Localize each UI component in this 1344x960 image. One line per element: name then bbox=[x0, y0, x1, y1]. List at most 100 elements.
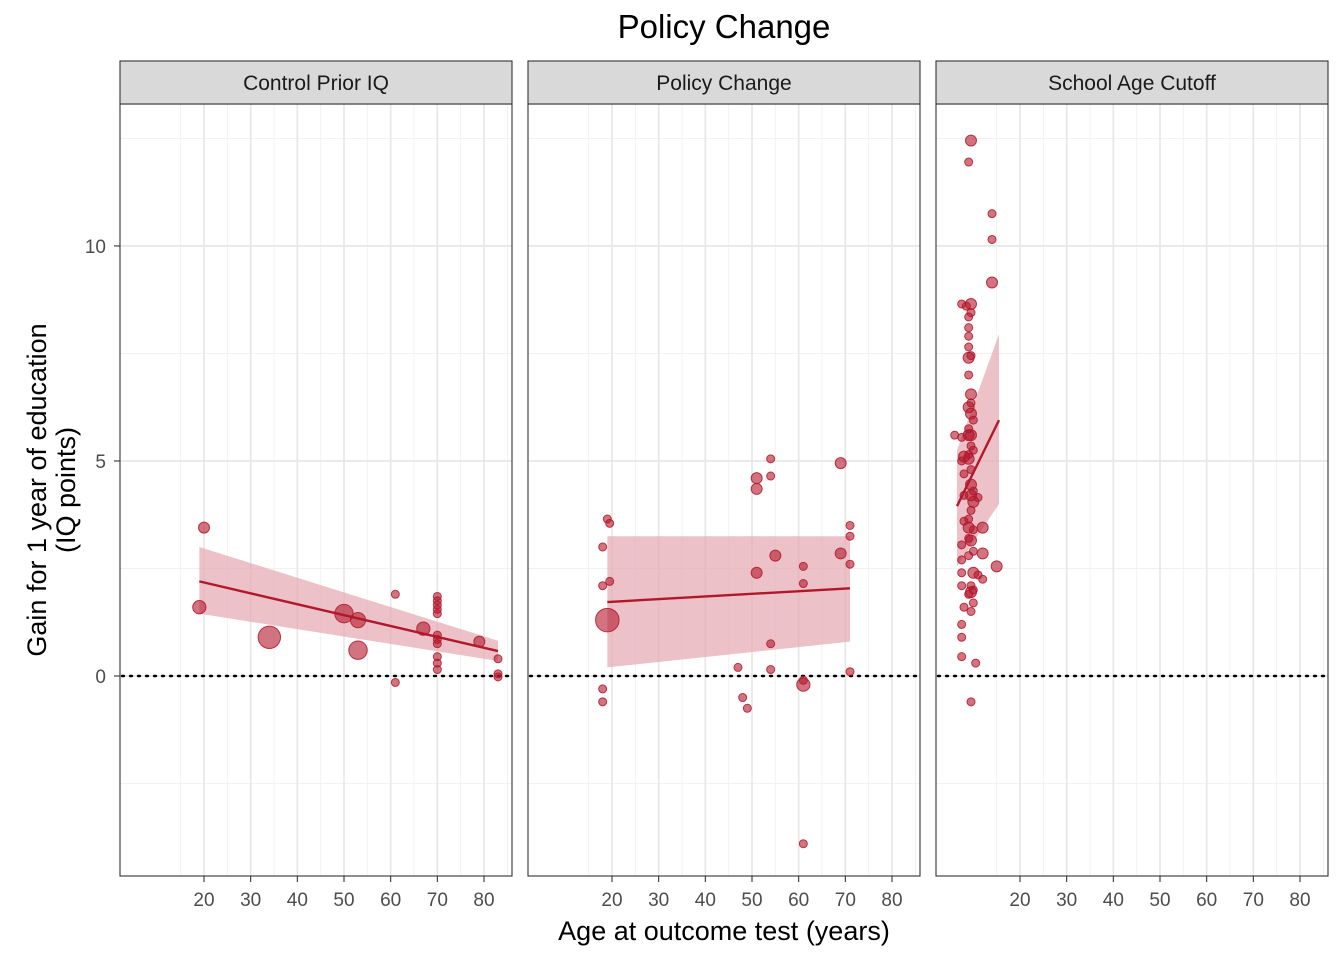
data-point bbox=[769, 549, 782, 562]
data-point bbox=[845, 559, 855, 569]
x-tick-label: 70 bbox=[427, 890, 448, 911]
data-point bbox=[598, 542, 608, 552]
data-point bbox=[987, 234, 997, 244]
data-point bbox=[750, 472, 763, 485]
fit-line bbox=[199, 580, 499, 653]
y-tick-label: 0 bbox=[95, 667, 106, 688]
data-point bbox=[957, 555, 967, 565]
data-point bbox=[965, 388, 977, 401]
data-point bbox=[733, 662, 743, 672]
data-point bbox=[957, 632, 967, 642]
x-tick-label: 20 bbox=[601, 890, 622, 911]
data-point bbox=[976, 547, 989, 560]
panel-background bbox=[528, 104, 920, 876]
data-point bbox=[493, 672, 503, 682]
panel-background bbox=[936, 104, 1328, 876]
x-tick-label: 30 bbox=[648, 890, 669, 911]
data-point bbox=[957, 456, 967, 466]
x-tick-label: 60 bbox=[1196, 890, 1217, 911]
x-tick-label: 40 bbox=[695, 890, 716, 911]
data-point bbox=[192, 600, 207, 615]
data-point bbox=[595, 607, 620, 633]
y-tick-label: 10 bbox=[85, 237, 106, 258]
x-tick-label: 60 bbox=[380, 890, 401, 911]
data-point bbox=[766, 665, 776, 675]
fit-line bbox=[955, 419, 1001, 507]
data-point bbox=[493, 654, 503, 664]
data-point bbox=[971, 658, 981, 668]
data-point bbox=[796, 677, 811, 692]
data-point bbox=[766, 471, 776, 481]
y-axis-title: Gain for 1 year of education (IQ points) bbox=[22, 323, 81, 656]
x-tick-label: 40 bbox=[287, 890, 308, 911]
data-point bbox=[742, 703, 752, 713]
data-point bbox=[964, 323, 974, 333]
x-tick-label: 30 bbox=[1056, 890, 1077, 911]
x-tick-label: 50 bbox=[333, 890, 354, 911]
data-point bbox=[598, 684, 608, 694]
data-point bbox=[738, 693, 748, 703]
data-point bbox=[432, 609, 442, 619]
data-point bbox=[964, 157, 974, 167]
data-point bbox=[959, 469, 969, 479]
data-point bbox=[987, 209, 997, 219]
data-point bbox=[976, 521, 989, 534]
x-tick-label: 40 bbox=[1103, 890, 1124, 911]
data-point bbox=[966, 351, 976, 361]
facet-strip-label: Control Prior IQ bbox=[243, 72, 389, 95]
data-point bbox=[390, 677, 400, 687]
data-point bbox=[965, 534, 977, 547]
data-point bbox=[959, 602, 969, 612]
x-tick-label: 20 bbox=[1009, 890, 1030, 911]
data-point bbox=[605, 576, 615, 586]
data-point bbox=[965, 134, 977, 147]
facet-strip-label: School Age Cutoff bbox=[1048, 72, 1216, 95]
data-point bbox=[390, 589, 400, 599]
panel-background bbox=[120, 104, 512, 876]
facet-panel: School Age Cutoff 20 30 40 50 60 70 80 bbox=[935, 60, 1329, 911]
data-point bbox=[957, 568, 967, 578]
data-point bbox=[964, 551, 974, 561]
facet-panel: Control Prior IQ 20 30 40 50 60 70 80 bbox=[119, 60, 513, 911]
x-tick-label: 50 bbox=[741, 890, 762, 911]
x-tick-label: 80 bbox=[1289, 890, 1310, 911]
data-point bbox=[957, 540, 967, 550]
data-point bbox=[965, 429, 977, 442]
data-point bbox=[964, 312, 974, 322]
facet-panel: Policy Change 20 30 40 50 60 70 80 bbox=[527, 60, 921, 911]
data-point bbox=[968, 525, 978, 535]
confidence-ribbon bbox=[607, 536, 850, 668]
data-point bbox=[966, 505, 976, 515]
data-point bbox=[432, 665, 442, 675]
panels-layer: 0 5 10 Control Prior IQ 20 30 40 50 60 70 80 Policy… bbox=[85, 60, 1329, 911]
data-point bbox=[257, 625, 282, 650]
x-tick-label: 50 bbox=[1149, 890, 1170, 911]
data-point bbox=[598, 581, 608, 591]
y-tick-label: 5 bbox=[95, 452, 106, 473]
data-point bbox=[965, 297, 977, 310]
data-point bbox=[845, 531, 855, 541]
data-point bbox=[964, 589, 974, 599]
data-point bbox=[957, 432, 967, 442]
facet-strip bbox=[527, 60, 921, 105]
data-point bbox=[966, 606, 976, 616]
x-axis-title: Age at outcome test (years) bbox=[558, 916, 890, 946]
data-point bbox=[798, 561, 808, 571]
x-tick-label: 30 bbox=[240, 890, 261, 911]
y-axis-title-line-2: (IQ points) bbox=[51, 427, 81, 553]
data-point bbox=[798, 839, 808, 849]
y-axis-title-line-1: Gain for 1 year of education bbox=[22, 323, 52, 656]
data-point bbox=[978, 574, 988, 584]
data-point bbox=[968, 415, 978, 425]
data-point bbox=[964, 370, 974, 380]
facet-strip-label: Policy Change bbox=[656, 72, 791, 95]
data-point bbox=[957, 581, 967, 591]
data-point bbox=[968, 598, 978, 608]
fit-line bbox=[607, 587, 851, 604]
chart-title: Policy Change bbox=[618, 8, 831, 45]
data-point bbox=[834, 457, 847, 470]
facet-strip bbox=[119, 60, 513, 105]
data-point bbox=[598, 697, 608, 707]
x-tick-label: 80 bbox=[473, 890, 494, 911]
